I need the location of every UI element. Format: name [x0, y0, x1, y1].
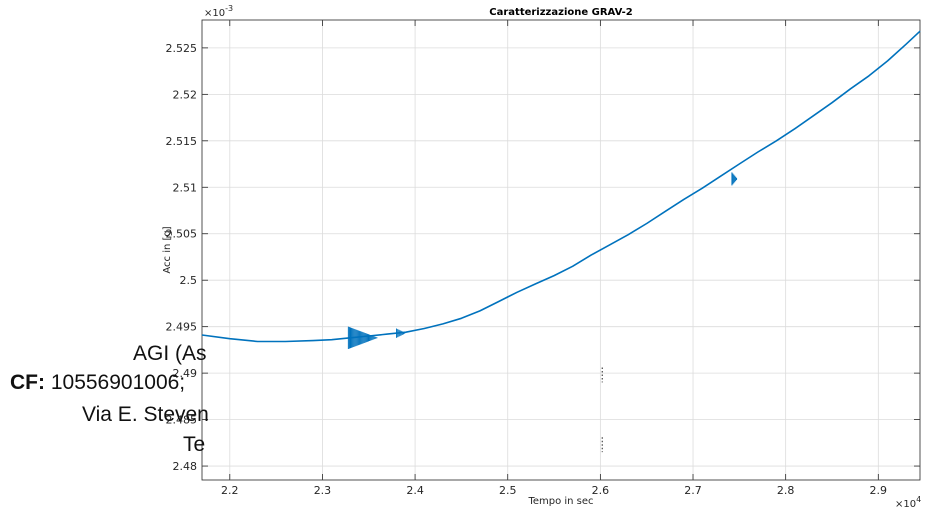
overlay-line-3: Via E. Steven: [82, 403, 209, 426]
y-tick-label: 2.51: [173, 181, 198, 194]
y-multiplier: ×10-3: [204, 4, 233, 19]
ticks: 2.2 2.3 2.4 2.5 2.6 2.7 2.8 2.9 2.48 2.485 2.49 2.4…: [166, 20, 920, 497]
y-tick-label: 2.525: [166, 42, 198, 55]
overlay-line-1: AGI (As: [133, 342, 207, 365]
y-tick-label: 2.5: [180, 274, 198, 287]
x-tick-label: 2.8: [777, 484, 795, 497]
y-tick-label: 2.485: [166, 414, 198, 427]
x-tick-label: 2.9: [870, 484, 888, 497]
overlay-line-2: CF: 10556901006;: [10, 371, 185, 395]
x-tick-label: 2.4: [406, 484, 424, 497]
chart-title: Caratterizzazione GRAV-2: [489, 7, 632, 18]
x-tick-label: 2.7: [684, 484, 702, 497]
y-tick-label: 2.52: [173, 88, 198, 101]
plot-area: [201, 19, 921, 481]
y-axis-label: Acc in [g]: [162, 226, 173, 273]
y-tick-label: 2.495: [166, 321, 198, 334]
y-tick-label: 2.515: [166, 135, 198, 148]
grid: [202, 20, 920, 480]
x-tick-label: 2.3: [314, 484, 332, 497]
overlay-line-4: Te: [183, 433, 206, 456]
annotations: [347, 172, 738, 453]
x-tick-label: 2.6: [592, 484, 610, 497]
y-tick-label: 2.49: [173, 367, 198, 380]
x-tick-label: 2.2: [221, 484, 239, 497]
x-tick-label: 2.5: [499, 484, 517, 497]
x-axis-label: Tempo in sec: [527, 496, 593, 507]
y-tick-label: 2.505: [166, 228, 198, 241]
y-tick-label: 2.48: [173, 460, 198, 473]
overlay-cf-label: CF:: [10, 371, 45, 394]
x-multiplier: ×104: [895, 495, 921, 510]
overlay-cf-value: 10556901006;: [45, 371, 186, 394]
